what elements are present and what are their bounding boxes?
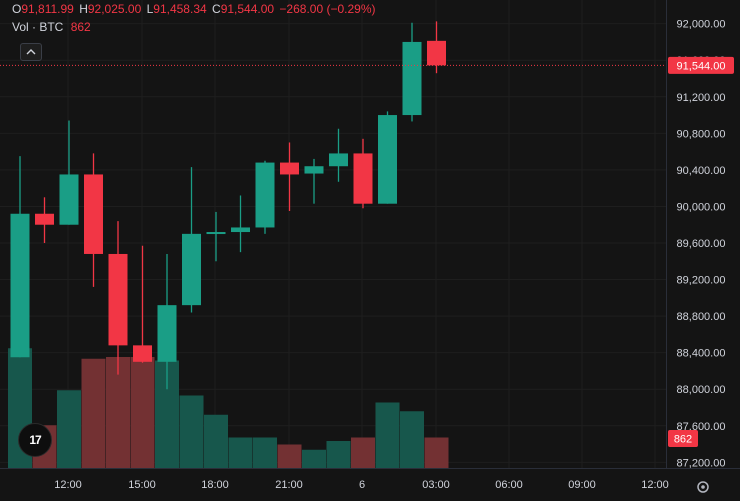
volume-bar <box>302 449 326 469</box>
time-tick-label: 6 <box>359 479 365 491</box>
volume-bar <box>375 402 400 469</box>
candle-body <box>255 162 275 228</box>
candle-body <box>231 227 250 233</box>
volume-bar <box>253 437 277 469</box>
price-tick-label: 87,600.00 <box>677 421 726 433</box>
price-tick-label: 88,000.00 <box>677 384 726 396</box>
candle-body <box>133 345 152 362</box>
candle-body <box>353 153 373 204</box>
price-tick-label: 91,200.00 <box>677 92 726 104</box>
legend-open-key: O <box>12 2 22 16</box>
volume-badge-label: 862 <box>674 434 692 446</box>
price-tick-label: 89,600.00 <box>677 238 726 250</box>
ohlc-legend: O91,811.99 H92,025.00 L91,458.34 C91,544… <box>12 2 378 16</box>
candle-body <box>59 174 79 225</box>
price-badge-label: 91,544.00 <box>677 60 726 72</box>
time-tick-label: 21:00 <box>275 479 303 491</box>
candle-body <box>108 253 128 346</box>
candle[interactable] <box>182 167 201 313</box>
volume-bar <box>130 357 155 469</box>
price-badge: 91,544.00 <box>668 56 734 74</box>
candle[interactable] <box>84 153 103 287</box>
candle[interactable] <box>427 21 446 74</box>
volume-bar <box>277 444 302 469</box>
volume-bar <box>228 437 253 469</box>
volume-indicator-label[interactable]: Vol · BTC 862 <box>12 20 91 34</box>
volume-bar <box>326 441 351 469</box>
legend-low-key: L <box>146 2 154 16</box>
candle[interactable] <box>255 160 275 234</box>
candle[interactable] <box>59 120 79 225</box>
candle-body <box>427 40 446 66</box>
legend-high-value: 92,025.00 <box>87 2 142 16</box>
volume-badge: 862 <box>668 430 698 447</box>
legend-open-value: 91,811.99 <box>21 2 74 16</box>
legend-close-value: 91,544.00 <box>220 2 275 16</box>
volume-bar <box>424 437 449 469</box>
candle-body <box>206 232 226 235</box>
candle[interactable] <box>108 221 128 375</box>
candle[interactable] <box>157 253 177 390</box>
candle[interactable] <box>329 128 348 182</box>
volume-bar <box>400 411 424 469</box>
candle-body <box>378 115 397 204</box>
tradingview-logo-text: 17 <box>29 433 41 447</box>
volume-bar <box>57 390 81 469</box>
candle-body <box>304 166 324 174</box>
legend-close-key: C <box>212 2 221 16</box>
time-tick-label: 06:00 <box>495 479 523 491</box>
candle-body <box>35 213 54 225</box>
volume-bar <box>204 414 228 469</box>
volume-bar <box>81 358 106 469</box>
legend-low-value: 91,458.34 <box>153 2 207 16</box>
volume-bar <box>179 395 204 469</box>
legend-high-key: H <box>79 2 88 16</box>
collapse-legend-button[interactable] <box>20 43 42 61</box>
price-tick-label: 92,000.00 <box>677 19 726 31</box>
price-tick-label: 88,400.00 <box>677 348 726 360</box>
time-tick-label: 12:00 <box>54 479 82 491</box>
price-tick-label: 89,200.00 <box>677 275 726 287</box>
candle[interactable] <box>206 211 226 262</box>
price-tick-label: 90,400.00 <box>677 165 726 177</box>
chevron-up-icon <box>26 49 36 55</box>
candle[interactable] <box>133 245 152 363</box>
candle[interactable] <box>280 142 299 212</box>
time-tick-label: 09:00 <box>568 479 596 491</box>
price-tick-label: 87,200.00 <box>677 457 726 469</box>
candle-body <box>329 153 348 167</box>
candle[interactable] <box>10 156 30 358</box>
price-tick-label: 90,800.00 <box>677 128 726 140</box>
candle[interactable] <box>231 195 250 253</box>
candle[interactable] <box>402 22 422 122</box>
candle-body <box>280 162 299 175</box>
candle-body <box>84 174 103 254</box>
candle[interactable] <box>353 138 373 209</box>
tradingview-logo[interactable]: 17 <box>18 423 52 457</box>
time-tick-label: 12:00 <box>641 479 669 491</box>
candle[interactable] <box>304 158 324 204</box>
time-tick-label: 03:00 <box>422 479 450 491</box>
time-tick-label: 15:00 <box>128 479 156 491</box>
candle-body <box>182 233 201 306</box>
candle-body <box>10 213 30 358</box>
volume-bar <box>106 357 130 469</box>
candle[interactable] <box>378 111 397 204</box>
settings-icon[interactable] <box>697 481 709 493</box>
legend-change: −268.00 (−0.29%) <box>279 2 376 16</box>
volume-bar <box>351 437 375 469</box>
volume-indicator-name: Vol · BTC <box>12 20 64 34</box>
candle[interactable] <box>35 197 54 243</box>
price-tick-label: 88,800.00 <box>677 311 726 323</box>
time-tick-label: 18:00 <box>201 479 229 491</box>
price-tick-label: 90,000.00 <box>677 201 726 213</box>
candle-body <box>157 305 177 362</box>
candle-body <box>402 41 422 116</box>
volume-indicator-value: 862 <box>70 20 91 34</box>
